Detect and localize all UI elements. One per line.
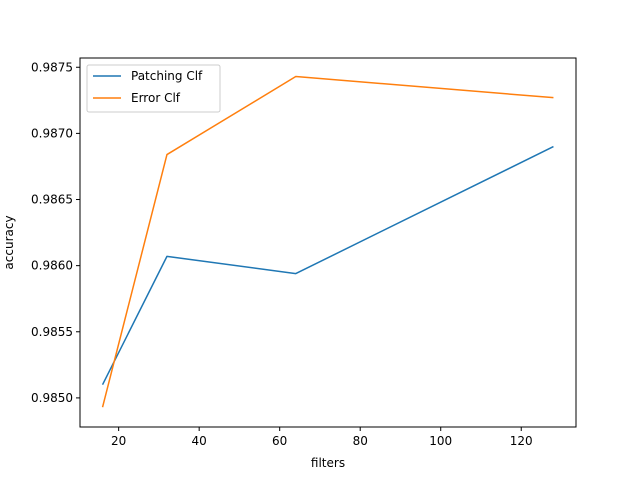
series-line-patching-clf: [101, 145, 554, 386]
plot-frame: [79, 57, 577, 428]
x-tick-label: 40: [192, 434, 207, 448]
y-axis-label: accuracy: [2, 215, 16, 269]
y-tick-label: 0.9860: [31, 259, 73, 273]
x-tick-label: 120: [510, 434, 533, 448]
legend: Patching Clf Error Clf: [86, 64, 221, 113]
series-line-error-clf: [101, 75, 554, 408]
x-tick-label: 80: [353, 434, 368, 448]
y-tick-label: 0.9855: [31, 325, 73, 339]
x-tick-label: 60: [272, 434, 287, 448]
legend-label-error-clf: Error Clf: [131, 91, 181, 105]
series-layer: [101, 75, 554, 408]
x-tick-label: 100: [429, 434, 452, 448]
y-tick-label: 0.9875: [31, 60, 73, 74]
y-tick-label: 0.9850: [31, 391, 73, 405]
legend-label-patching-clf: Patching Clf: [131, 69, 203, 83]
x-tick-label: 20: [111, 434, 126, 448]
y-axis: 0.9850 0.9855 0.9860 0.9865 0.9870 0.9875: [31, 60, 80, 405]
x-axis: 20 40 60 80 100 120: [111, 427, 533, 448]
y-tick-label: 0.9865: [31, 193, 73, 207]
y-tick-label: 0.9870: [31, 126, 73, 140]
x-axis-label: filters: [311, 456, 345, 470]
